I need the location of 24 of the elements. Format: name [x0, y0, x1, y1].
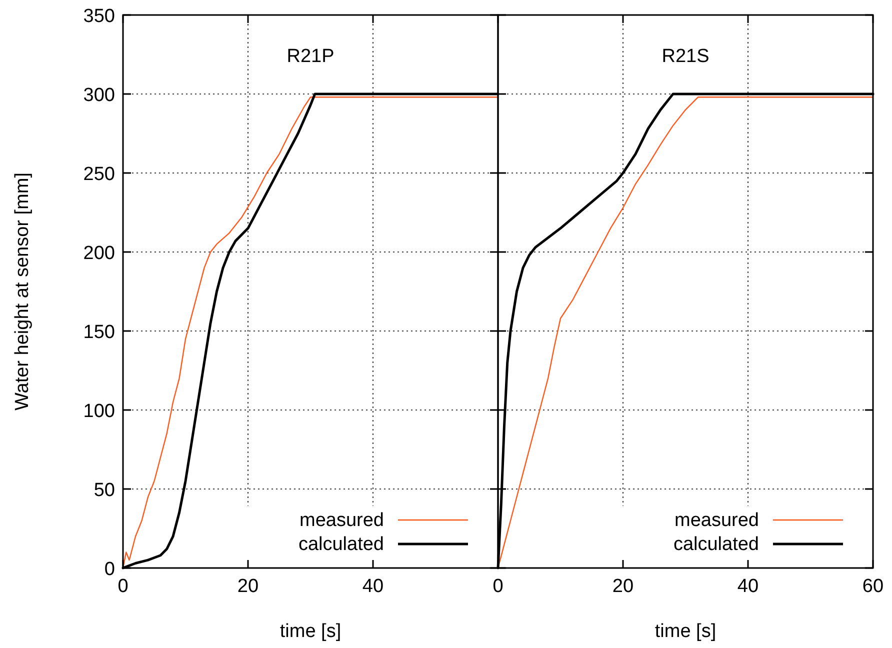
y-tick-label: 200 [83, 243, 115, 264]
y-tick-label: 100 [83, 401, 115, 422]
x-axis-title: time [s] [280, 621, 342, 642]
legend-label: calculated [298, 534, 384, 555]
text: R21S [662, 46, 710, 67]
x-tick-label: 20 [237, 576, 259, 597]
legend-label: calculated [673, 534, 759, 555]
text: R21P [286, 46, 334, 67]
y-tick-label: 250 [83, 164, 115, 185]
y-tick-label: 50 [94, 480, 115, 501]
legend-label: measured [674, 510, 759, 531]
y-tick-label: 350 [83, 6, 115, 27]
x-tick-label: 0 [118, 576, 128, 597]
x-tick-label: 40 [737, 576, 759, 597]
x-tick-label: 40 [362, 576, 384, 597]
y-tick-label: 300 [83, 85, 115, 106]
x-tick-label: 20 [612, 576, 634, 597]
y-axis-title: Water height at sensor [mm] [12, 172, 33, 410]
y-tick-label: 0 [104, 559, 115, 580]
y-tick-label: 150 [83, 322, 115, 343]
legend-label: measured [300, 510, 384, 531]
x-tick-label: 0 [492, 576, 504, 597]
x-axis-title: time [s] [654, 621, 716, 642]
x-tick-label: 60 [862, 576, 884, 597]
